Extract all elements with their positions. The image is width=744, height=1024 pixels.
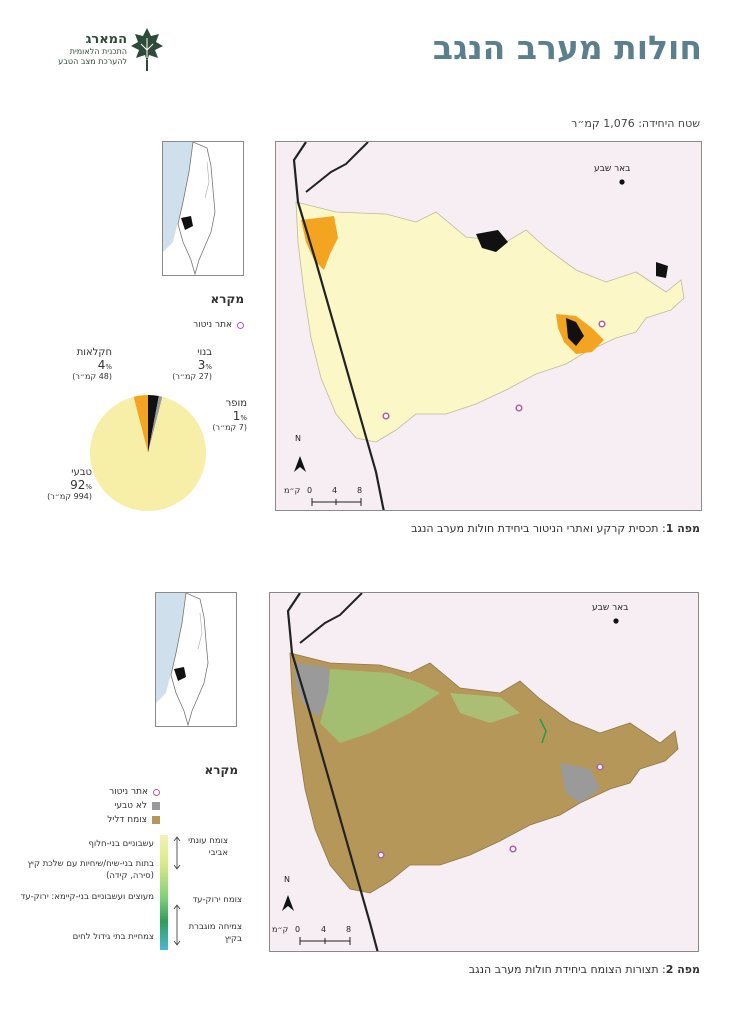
pie-label-built-pct: 3% bbox=[172, 358, 212, 372]
legend-monitor-label: אתר ניטור bbox=[193, 320, 232, 330]
logo-name: המארג bbox=[85, 32, 127, 47]
pie-label-built: בנוי 3% (27 קמ״ר) bbox=[172, 347, 212, 381]
north-arrow-label-2: N bbox=[284, 875, 290, 884]
pie-label-natural-pct: 92% bbox=[47, 478, 92, 492]
pie-label-agriculture-pct: 4% bbox=[72, 358, 112, 372]
disturbed-pct-sign: % bbox=[240, 414, 247, 422]
pie-slice-3 bbox=[148, 396, 163, 453]
natural-value: 92 bbox=[70, 478, 86, 492]
agri-value: 4 bbox=[97, 358, 106, 372]
gradient-label-annual: עשבוניים בני-חלוף bbox=[88, 839, 154, 849]
pie-slice-1 bbox=[133, 395, 148, 453]
pie-label-natural-name: טבעי bbox=[71, 467, 92, 478]
gradient-arrows-icon bbox=[173, 836, 181, 946]
unit-area: שטח היחידה: 1,076 קמ״ר bbox=[571, 117, 700, 130]
land-cover-map: באר שבע N 0 4 8 ק״מ bbox=[275, 141, 702, 511]
legend-monitor-site-map2: אתר ניטור bbox=[109, 787, 160, 797]
legend-monitor-site-map1: אתר ניטור bbox=[193, 320, 244, 330]
israel-inset-map-1 bbox=[162, 141, 244, 276]
gradient-side-summer: צמיחה מוגברת בקיץ bbox=[188, 922, 242, 944]
city-label-beersheba-2: באר שבע bbox=[592, 603, 629, 613]
logo-line-2: להערכת מצב הטבע bbox=[58, 57, 127, 66]
pie-label-disturbed: מופר 1% (7 קמ״ר) bbox=[212, 398, 247, 432]
page-title: חולות מערב הנגב bbox=[432, 28, 702, 67]
leaf-logo-icon bbox=[131, 28, 163, 71]
vegetation-map: באר שבע N 0 4 8 ק״מ bbox=[269, 592, 699, 952]
pie-label-natural: טבעי 92% (994 קמ״ר) bbox=[47, 467, 92, 501]
built-value: 3 bbox=[197, 358, 206, 372]
gradient-label-shrubs: בתות בני-שיח/שיחיות עם שלכת קיץ (סירה, ק… bbox=[27, 859, 154, 881]
gradient-label-woody: מעוצים ועשבוניים בני-קיימא: ירוק-עד bbox=[20, 892, 154, 902]
pie-label-agriculture-name: חקלאות bbox=[76, 347, 112, 358]
legend2-monitor-label: אתר ניטור bbox=[109, 787, 148, 797]
logo: המארג התכנית הלאומית להערכת מצב הטבע bbox=[40, 26, 165, 76]
israel-inset-map-2 bbox=[155, 592, 237, 727]
pie-label-disturbed-km: (7 קמ״ר) bbox=[212, 423, 247, 432]
north-arrow-label: N bbox=[295, 434, 301, 443]
scale2-tick-8: 8 bbox=[346, 925, 352, 934]
scale-unit: ק״מ bbox=[284, 486, 301, 495]
monitor-dot-icon-2 bbox=[153, 788, 160, 796]
gradient-side-spring: צומח עונתי אביבי bbox=[188, 836, 228, 858]
pie-label-natural-km: (994 קמ״ר) bbox=[47, 492, 92, 501]
gradient-side-evergreen: צומח ירוק-עד bbox=[192, 895, 242, 905]
scale2-tick-0: 0 bbox=[295, 925, 301, 934]
pie-slice-2 bbox=[148, 395, 159, 453]
built-pct-sign: % bbox=[205, 363, 212, 371]
scale-tick-4: 4 bbox=[332, 486, 338, 495]
legend-non-natural-label: לא טבעי bbox=[114, 801, 147, 811]
agri-pct-sign: % bbox=[105, 363, 112, 371]
non-natural-swatch-icon bbox=[152, 802, 160, 810]
scale-tick-0: 0 bbox=[307, 486, 313, 495]
legend-sparse: צומח דליל bbox=[107, 815, 160, 825]
map2-caption-text: : תצורות הצומח ביחידת חולות מערב הנגב bbox=[468, 963, 666, 976]
disturbed-value: 1 bbox=[232, 409, 241, 423]
pie-label-built-km: (27 קמ״ר) bbox=[172, 372, 212, 381]
pie-label-agriculture-km: (48 קמ״ר) bbox=[72, 372, 112, 381]
map1-caption: מפה 1: תכסית קרקע ואתרי הניטור ביחידת חו… bbox=[411, 522, 700, 535]
gradient-label-irrigated: צמחיית בתי גידול לחים bbox=[72, 932, 154, 942]
sparse-swatch-icon bbox=[152, 816, 160, 824]
map2-caption: מפה 2: תצורות הצומח ביחידת חולות מערב הנ… bbox=[469, 963, 700, 976]
city-label-beersheba: באר שבע bbox=[594, 164, 631, 174]
map2-caption-bold: מפה 2 bbox=[665, 963, 700, 976]
legend-non-natural: לא טבעי bbox=[114, 801, 160, 811]
natural-pct-sign: % bbox=[85, 483, 92, 491]
pie-slice-0 bbox=[89, 396, 206, 511]
pie-label-disturbed-name: מופר bbox=[225, 398, 247, 409]
legend-title-map2: מקרא bbox=[204, 763, 238, 777]
legend-sparse-label: צומח דליל bbox=[107, 815, 147, 825]
scale2-unit: ק״מ bbox=[272, 925, 289, 934]
legend-title-map1: מקרא bbox=[210, 292, 244, 306]
scale-tick-8: 8 bbox=[357, 486, 363, 495]
pie-label-built-name: בנוי bbox=[197, 347, 212, 358]
vegetation-gradient-bar bbox=[160, 835, 168, 950]
land-cover-pie-chart bbox=[89, 395, 206, 511]
pie-label-disturbed-pct: 1% bbox=[212, 409, 247, 423]
pie-label-agriculture: חקלאות 4% (48 קמ״ר) bbox=[72, 347, 112, 381]
scale2-tick-4: 4 bbox=[321, 925, 327, 934]
monitor-dot-icon bbox=[237, 321, 244, 329]
map1-caption-bold: מפה 1 bbox=[665, 522, 700, 535]
logo-line-1: התכנית הלאומית bbox=[69, 47, 127, 56]
map1-caption-text: : תכסית קרקע ואתרי הניטור ביחידת חולות מ… bbox=[411, 522, 666, 535]
